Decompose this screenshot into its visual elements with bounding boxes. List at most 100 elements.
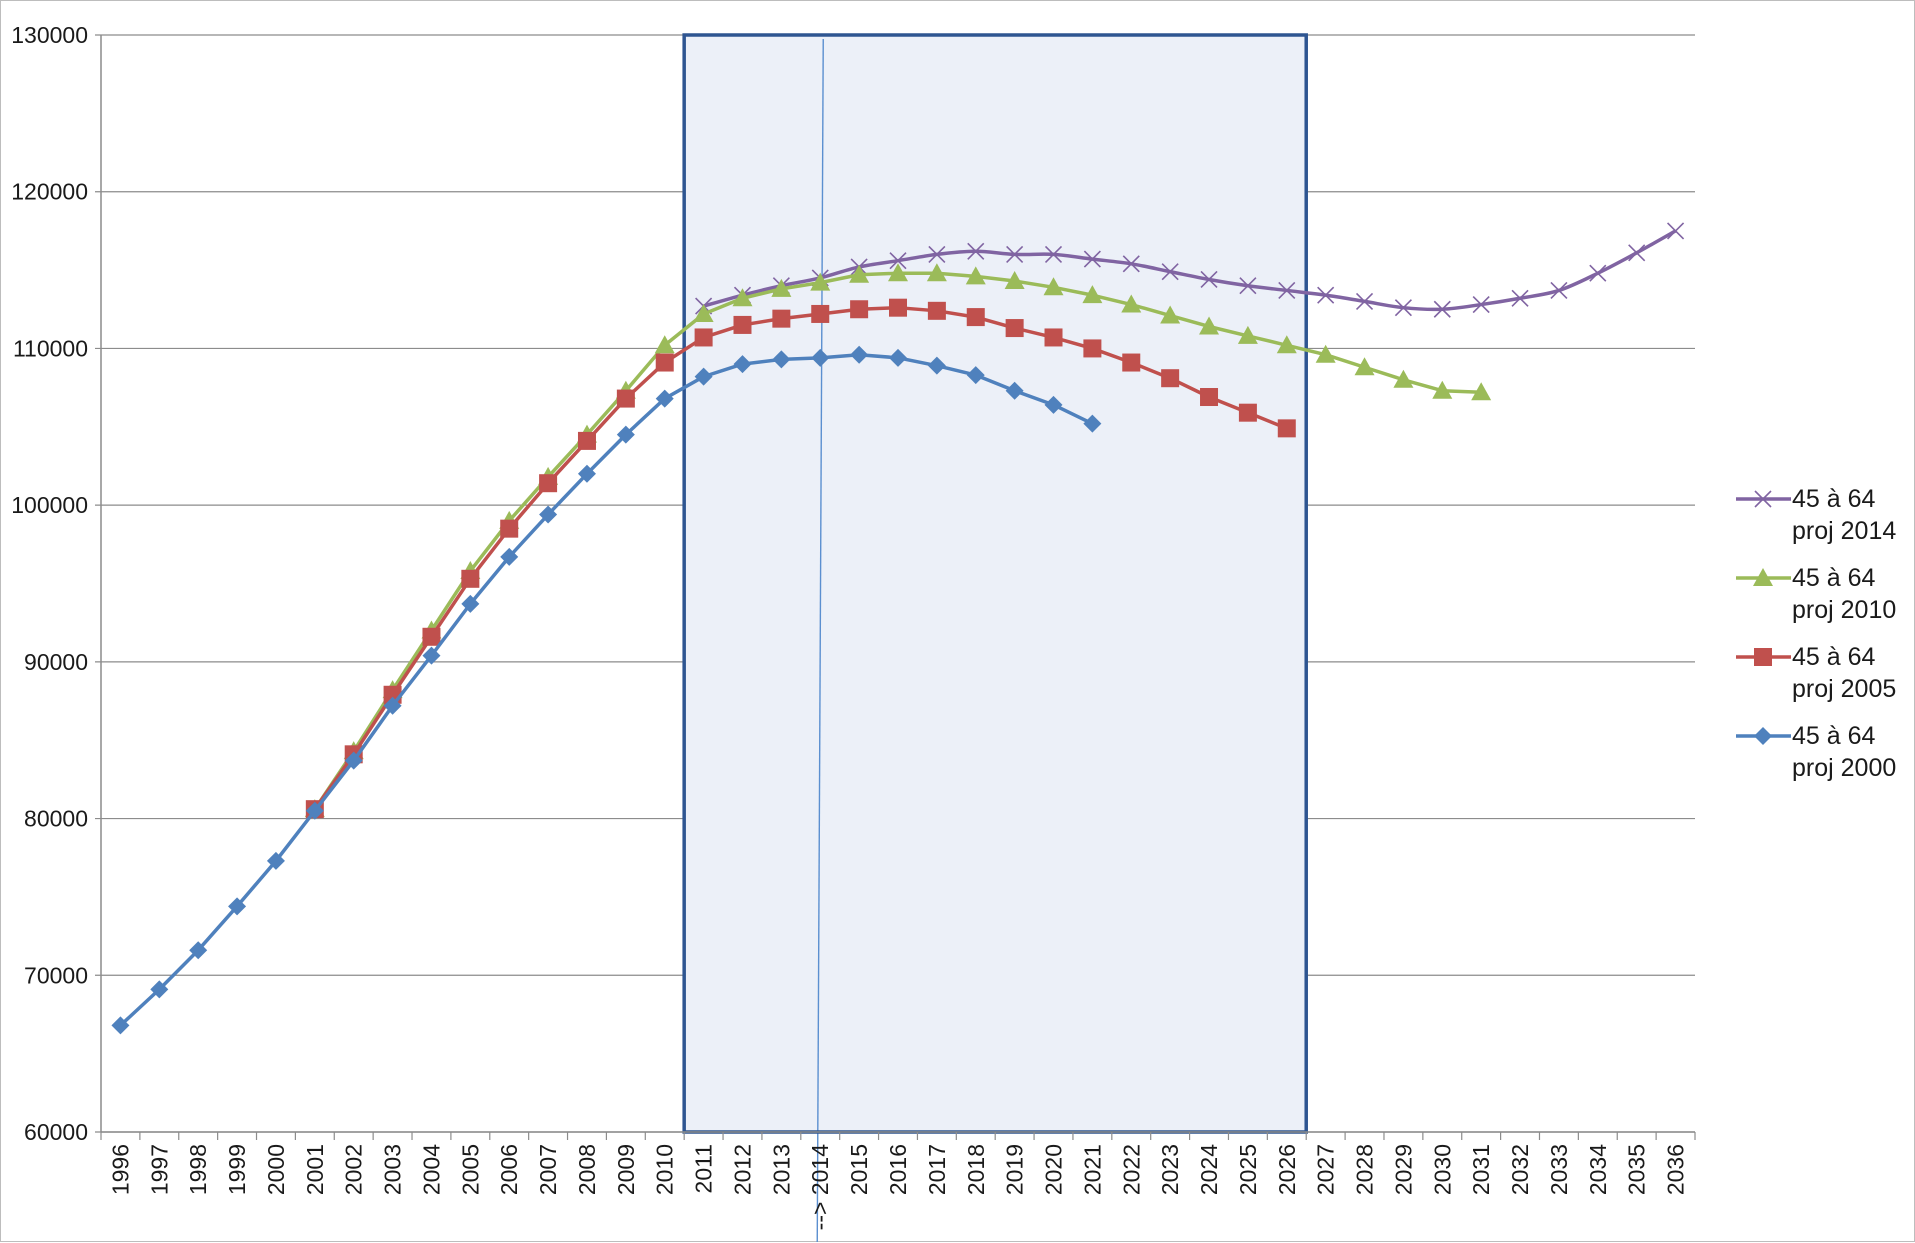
data-point: [1083, 339, 1102, 358]
x-tick-text: 2012: [729, 1144, 755, 1195]
x-tick-text: 2008: [574, 1144, 600, 1195]
x-tick-label: 2000: [263, 1144, 289, 1195]
series-proj-2014: [695, 222, 1685, 318]
x-tick-text: 2024: [1196, 1144, 1222, 1195]
data-point: [1082, 285, 1103, 304]
x-tick-label: 2034: [1585, 1144, 1611, 1195]
marker-stroke: [1666, 222, 1685, 240]
x-tick-label: 2001: [302, 1144, 328, 1195]
data-point: [733, 315, 752, 334]
data-point: [539, 505, 558, 524]
series-proj-2000: [111, 345, 1102, 1035]
data-point: [967, 242, 985, 260]
data-point: [889, 252, 907, 270]
data-point: [1354, 357, 1375, 376]
marker-stroke: [1161, 263, 1179, 281]
data-point: [1237, 325, 1258, 344]
x-tick-text: 2006: [496, 1144, 522, 1195]
x-tick-label: --> 2014: [807, 1144, 833, 1231]
data-point: [694, 328, 713, 347]
x-tick-label: 2002: [341, 1144, 367, 1195]
x-tick-text: 2001: [302, 1144, 328, 1195]
data-point: [1589, 264, 1607, 282]
x-tick-label: 2025: [1235, 1144, 1261, 1195]
data-point: [966, 366, 985, 385]
x-tick-text: 2036: [1663, 1144, 1689, 1195]
data-point: [1239, 277, 1257, 295]
data-point: [500, 519, 519, 538]
data-point: [1317, 286, 1335, 304]
data-point: [693, 303, 714, 322]
data-point: [1043, 277, 1064, 296]
data-point: [111, 1016, 130, 1035]
x-tick-text: 2020: [1041, 1144, 1067, 1195]
data-point: [305, 801, 324, 820]
legend: 45 à 64 proj 2014 45 à 64 proj 2010 45 à 64 p…: [1736, 485, 1896, 782]
x-tick-text: 2005: [457, 1144, 483, 1195]
data-point: [1006, 245, 1024, 263]
x-tick-text: 2033: [1546, 1144, 1572, 1195]
data-point: [539, 474, 558, 493]
y-tick-label: 70000: [24, 962, 88, 988]
x-tick-text: 2023: [1157, 1144, 1183, 1195]
data-point: [577, 431, 596, 450]
x-tick-text: 2032: [1507, 1144, 1533, 1195]
y-tick-label: 60000: [24, 1119, 88, 1145]
highlight-layer: [682, 33, 1308, 1243]
x-tick-label: 2015: [846, 1144, 872, 1195]
x-tick-text: 2002: [341, 1144, 367, 1195]
data-point: [1355, 292, 1374, 310]
data-point: [500, 547, 519, 566]
x-tick-label: 2005: [457, 1144, 483, 1195]
x-tick-label: 2021: [1079, 1144, 1105, 1195]
x-tick-text: 2004: [418, 1144, 444, 1195]
data-point: [927, 301, 946, 320]
x-tick-text: 2027: [1313, 1144, 1339, 1195]
marker-stroke: [928, 245, 946, 263]
data-point: [1160, 305, 1181, 324]
data-point: [1433, 300, 1451, 318]
data-point: [1044, 328, 1063, 347]
x-tick-text: 2010: [652, 1144, 678, 1195]
data-point: [1315, 344, 1336, 363]
x-tick-label: 2013: [768, 1144, 794, 1195]
legend-item: 45 à 64 proj 2010: [1736, 564, 1896, 624]
data-point: [732, 288, 753, 307]
data-point: [1161, 263, 1179, 281]
data-point: [266, 851, 285, 870]
data-point: [1122, 353, 1141, 372]
legend-marker: [1753, 568, 1773, 586]
data-point: [189, 941, 208, 960]
x-tick-label: 2028: [1352, 1144, 1378, 1195]
x-tick-text: 2021: [1079, 1144, 1105, 1195]
marker-stroke: [1355, 292, 1374, 310]
data-point: [694, 367, 713, 386]
data-point: [1044, 245, 1063, 263]
data-point: [849, 264, 870, 283]
x-tick-text: 1998: [185, 1144, 211, 1195]
data-point: [965, 266, 986, 285]
x-tick-label: 2029: [1390, 1144, 1416, 1195]
x-tick-label: 2006: [496, 1144, 522, 1195]
legend-label: 45 à 64: [1792, 643, 1876, 671]
data-point: [616, 425, 635, 444]
axes: 130000 120000 110000 100000 90000 80000 70000 6…: [11, 22, 1696, 1231]
x-tick-text: 2013: [768, 1144, 794, 1195]
x-tick-label: 2024: [1196, 1144, 1222, 1195]
marker-stroke: [1200, 270, 1218, 289]
x-tick-label: 2009: [613, 1144, 639, 1195]
data-point: [150, 980, 169, 999]
data-point: [422, 646, 441, 665]
legend-item: 45 à 64 proj 2000: [1736, 722, 1896, 782]
series-proj-2005: [305, 298, 1296, 819]
x-tick-label: 2022: [1118, 1144, 1144, 1195]
y-tick-label: 90000: [24, 649, 88, 675]
legend-item: 45 à 64 proj 2014: [1736, 485, 1896, 545]
marker-stroke: [1394, 299, 1412, 317]
data-point: [654, 335, 675, 354]
highlight-box: [684, 35, 1307, 1132]
x-tick-text: 2017: [924, 1144, 950, 1195]
marker-stroke: [1317, 286, 1335, 304]
x-tick-text: 2018: [963, 1144, 989, 1195]
